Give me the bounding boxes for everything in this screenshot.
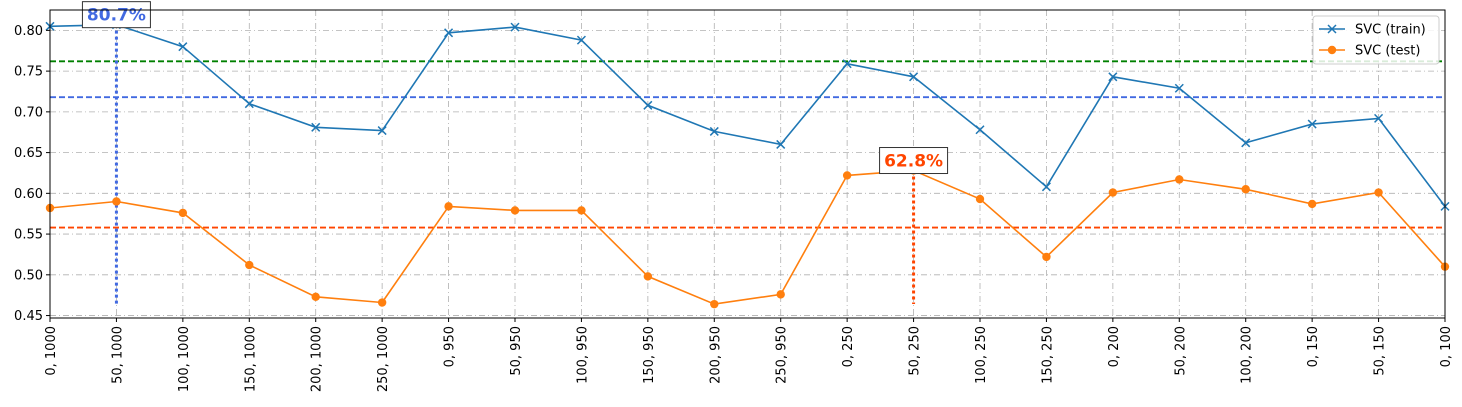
data-point: [510, 22, 520, 32]
x-tick-label: 100, 250: [974, 326, 989, 384]
data-point: [643, 272, 653, 281]
data-point: [444, 28, 454, 38]
data-point: [178, 208, 188, 218]
data-point: [1174, 83, 1184, 93]
legend: SVC (train) SVC (test): [1312, 15, 1440, 65]
data-point: [1307, 199, 1317, 209]
x-tick-label: 250, 1000: [376, 326, 391, 392]
x-tick-label: 0, 150: [1306, 326, 1321, 367]
annotation-label: 80.7%: [81, 1, 151, 29]
axes: 0, 1000 50, 1000 100, 1000 150, 1000 200, 10…: [14, 24, 1454, 392]
data-point: [577, 206, 586, 215]
annotation-text: 80.7%: [87, 6, 146, 26]
data-point: [709, 126, 719, 136]
x-tick-label: 0, 250: [841, 326, 856, 367]
data-point: [1374, 113, 1384, 123]
x-tick-label: 150, 250: [1040, 326, 1055, 384]
series-line: [49, 169, 1446, 305]
x-tick-label: 50, 150: [1373, 326, 1388, 376]
legend-item: SVC (test): [1319, 44, 1420, 59]
data-point: [178, 42, 188, 52]
y-tick-label: 0.55: [14, 228, 43, 243]
y-tick-label: 0.75: [14, 65, 43, 80]
data-point: [909, 72, 919, 82]
data-point: [311, 292, 320, 302]
legend-label: SVC (test): [1355, 44, 1420, 59]
data-point: [776, 139, 786, 149]
x-tick-label: 100, 1000: [177, 326, 192, 392]
annotation-label: 62.8%: [879, 147, 949, 175]
y-tick-label: 0.45: [14, 309, 43, 324]
data-point: [1041, 182, 1051, 192]
grid: [49, 10, 1446, 318]
data-point: [643, 100, 653, 110]
data-point: [710, 299, 719, 309]
data-point: [244, 99, 254, 109]
data-point: [1374, 188, 1383, 197]
annotations: 80.7% 62.8%: [81, 1, 949, 175]
x-tick-label: 200, 1000: [310, 326, 325, 392]
data-point: [510, 206, 520, 215]
x-tick-label: 100, 950: [575, 326, 590, 384]
data-point: [1241, 138, 1251, 148]
legend-box: [1312, 15, 1440, 65]
data-point: [576, 35, 586, 45]
data-point: [1108, 72, 1118, 82]
plot-frame: [49, 9, 1446, 319]
series: [45, 20, 1450, 309]
data-point: [112, 197, 121, 206]
data-point: [1327, 24, 1337, 34]
data-point: [975, 125, 985, 135]
x-tick-label: 50, 200: [1173, 326, 1188, 376]
data-point: [311, 122, 321, 132]
data-point: [1241, 185, 1250, 194]
data-point: [1327, 45, 1337, 55]
reference-lines: [50, 24, 1445, 304]
data-point: [975, 194, 985, 204]
x-tick-label: 150, 950: [642, 326, 657, 384]
x-tick-label: 100, 200: [1240, 326, 1255, 384]
y-tick-label: 0.70: [14, 105, 43, 120]
legend-item: SVC (train): [1319, 23, 1426, 38]
x-tick-label: 250, 950: [775, 326, 790, 384]
legend-label: SVC (train): [1355, 23, 1426, 38]
x-tick-label: 200, 950: [708, 326, 723, 384]
data-point: [1108, 188, 1118, 197]
x-tick-label: 0, 950: [443, 326, 458, 367]
annotation-box: [81, 1, 151, 29]
x-tick-label: 50, 950: [509, 326, 524, 376]
annotation-text: 62.8%: [884, 152, 943, 172]
y-tick-label: 0.80: [14, 24, 43, 39]
series-line: [49, 23, 1446, 207]
y-tick-label: 0.65: [14, 146, 43, 161]
y-tick-label: 0.60: [14, 187, 43, 202]
data-point: [1307, 119, 1317, 129]
x-tick-label: 0, 100: [1439, 326, 1454, 367]
x-tick-label: 50, 250: [908, 326, 923, 376]
data-point: [842, 59, 852, 69]
series-0: [45, 20, 1450, 211]
y-tick-label: 0.50: [14, 268, 43, 283]
series-1: [45, 166, 1450, 309]
data-point: [377, 298, 387, 307]
data-point: [776, 290, 785, 299]
x-tick-label: 0, 1000: [44, 326, 59, 376]
data-point: [377, 126, 387, 136]
x-tick-label: 0, 200: [1107, 326, 1122, 367]
data-point: [1042, 252, 1051, 262]
data-point: [444, 202, 453, 211]
annotation-box: [879, 147, 949, 175]
x-tick-label: 50, 1000: [110, 326, 125, 384]
x-tick-label: 150, 1000: [243, 326, 258, 392]
data-point: [245, 260, 254, 270]
data-point: [842, 171, 852, 180]
data-point: [1175, 175, 1184, 184]
